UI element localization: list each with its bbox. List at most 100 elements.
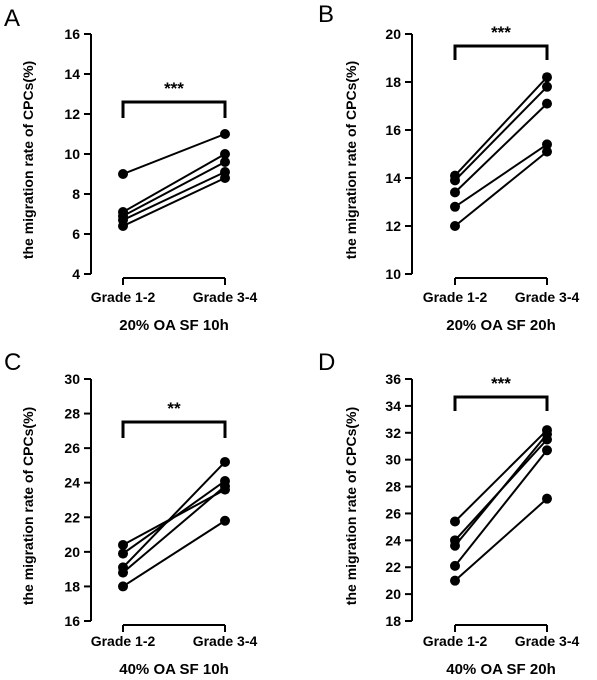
series-line [122,461,226,569]
series-line [454,86,548,182]
y-tick-label: 22 [385,559,401,575]
data-point [450,187,460,198]
data-point [450,540,460,551]
series-line [122,161,226,217]
y-tick-label: 30 [385,452,401,468]
series-line [454,449,548,567]
y-tick-label: 24 [385,532,401,548]
significance-bracket [453,44,549,60]
data-point [220,515,230,526]
data-point [450,516,460,527]
y-tick-label: 26 [385,505,401,521]
data-point [542,146,552,157]
x-category-label: Grade 3-4 [515,289,580,305]
series-line [454,150,548,227]
y-tick-label: 20 [385,586,401,602]
data-point [542,493,552,504]
panel-letter: A [4,5,20,32]
data-point [118,567,128,578]
x-category-label: Grade 1-2 [423,633,488,649]
data-point [450,175,460,186]
y-tick-label: 28 [64,406,80,422]
data-point [118,539,128,550]
panel-a: A 4 6 8 10 12 14 16 Grade 1-2 Grade 3-4 20% OA SF … [4,5,258,334]
series-line [454,433,548,547]
y-tick-label: 20 [64,544,80,560]
y-tick-label: 6 [72,226,80,242]
significance-stars: *** [164,79,184,98]
x-axis-title: 20% OA SF 10h [119,317,228,334]
series-line [122,480,226,555]
panel-letter: C [4,349,21,376]
x-axis-title: 40% OA SF 10h [119,661,228,678]
y-tick-label: 24 [64,475,80,491]
y-tick-label: 18 [385,74,401,90]
data-point [542,139,552,150]
data-point [220,456,230,467]
y-tick-label: 8 [72,186,80,202]
y-tick-label: 14 [64,66,80,82]
series-line [454,429,548,523]
data-point [118,169,128,179]
series-line [122,153,226,213]
significance-bracket [453,395,549,411]
x-category-label: Grade 1-2 [91,289,156,305]
panel-letter: D [318,349,335,376]
data-point [220,481,230,492]
series-line [122,485,226,574]
data-point [220,149,230,159]
significance-bracket [121,100,227,118]
data-point [118,548,128,559]
y-tick-label: 36 [385,371,401,387]
y-tick-label: 30 [64,371,80,387]
y-tick-label: 14 [385,170,401,186]
y-tick-label: 18 [64,578,80,594]
data-point [450,201,460,212]
x-category-label: Grade 1-2 [91,633,156,649]
y-tick-label: 32 [385,425,401,441]
significance-bracket [121,420,227,438]
y-tick-label: 18 [385,613,401,629]
panel-letter: B [318,1,334,28]
series-line [454,143,548,208]
panel-d: D 18 20 22 24 26 28 30 32 34 36 Grade 1-2 Grade 3-4 4… [318,349,580,678]
y-tick-label: 16 [385,122,401,138]
panel-c: C 16 18 20 22 24 26 28 30 Grade 1-2 Grade 3-4 40% O… [4,349,258,678]
y-tick-label: 4 [72,266,80,282]
series-line [454,497,548,582]
x-category-label: Grade 3-4 [193,633,258,649]
data-point [542,81,552,92]
data-point [220,173,230,183]
data-point [542,72,552,83]
y-axis-title: the migration rate of CPCs(%) [343,407,359,605]
y-tick-label: 16 [64,613,80,629]
y-tick-label: 10 [385,266,401,282]
significance-stars: *** [491,23,511,42]
data-point [450,221,460,231]
significance-stars: *** [491,374,511,393]
series-line [122,519,226,588]
y-tick-label: 12 [64,106,80,122]
panel-b: B 10 12 14 16 18 20 Grade 1-2 Grade 3-4 20% OA SF… [318,1,580,334]
y-tick-label: 28 [385,479,401,495]
y-tick-label: 16 [64,26,80,42]
data-point [542,429,552,440]
x-category-label: Grade 3-4 [193,289,258,305]
y-tick-label: 22 [64,509,80,525]
significance-stars: ** [167,399,181,418]
data-point [220,157,230,167]
data-point [118,581,128,592]
x-axis-title: 40% OA SF 20h [446,661,555,678]
x-category-label: Grade 1-2 [423,289,488,305]
series-line [122,171,226,221]
data-point [542,98,552,109]
data-point [450,560,460,571]
y-tick-label: 26 [64,440,80,456]
y-tick-label: 34 [385,398,401,414]
y-axis-title: the migration rate of CPCs(%) [20,61,36,259]
series-line [454,102,548,194]
data-point [542,445,552,456]
x-axis-title: 20% OA SF 20h [446,317,555,334]
x-category-label: Grade 3-4 [515,633,580,649]
